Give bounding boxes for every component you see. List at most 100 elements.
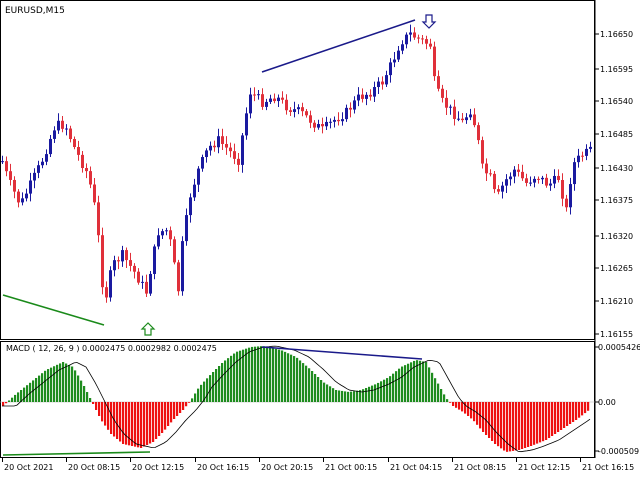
candle	[513, 166, 516, 184]
candle	[421, 34, 424, 45]
candle	[329, 118, 332, 129]
macd-bullish-divergence-line	[2, 451, 151, 456]
macd-bar	[563, 402, 566, 428]
candle	[481, 136, 484, 169]
macd-bar	[428, 367, 431, 402]
price-axis-label: 1.16155	[600, 330, 633, 339]
time-axis-label: 21 Oct 00:15	[325, 463, 377, 472]
candle	[549, 178, 552, 191]
macd-bar	[587, 402, 590, 411]
macd-bar	[263, 346, 266, 402]
macd-bar	[434, 378, 437, 402]
macd-bar	[332, 388, 335, 402]
candle	[557, 169, 560, 183]
candle	[457, 111, 460, 122]
macd-bar	[158, 402, 161, 436]
candle	[29, 172, 32, 202]
candle	[85, 163, 88, 179]
macd-bar	[50, 367, 53, 402]
candle	[581, 151, 584, 162]
candle	[477, 122, 480, 145]
macd-bar	[161, 402, 164, 433]
candle	[9, 163, 12, 186]
macd-bar	[110, 402, 113, 434]
macd-axis-label: 0.0005426	[598, 343, 640, 352]
sell-signal-arrow-icon[interactable]	[421, 14, 437, 29]
candle	[405, 32, 408, 49]
buy-signal-arrow-icon[interactable]	[140, 322, 156, 336]
macd-bar	[5, 402, 8, 404]
macd-bar	[488, 402, 491, 438]
candle	[393, 51, 396, 68]
macd-bar	[23, 387, 26, 402]
macd-bar	[17, 392, 20, 402]
macd-bar	[581, 402, 584, 416]
candle	[65, 124, 68, 136]
macd-bar	[311, 371, 314, 402]
candle	[377, 77, 380, 94]
macd-bar	[530, 402, 533, 446]
candle	[533, 176, 536, 188]
macd-bar	[350, 391, 353, 402]
macd-bar	[536, 402, 539, 444]
candle	[297, 104, 300, 115]
macd-bar	[347, 391, 350, 402]
candle	[565, 194, 568, 212]
candle	[521, 164, 524, 181]
candle	[381, 76, 384, 90]
candle	[273, 93, 276, 104]
macd-bar	[11, 397, 14, 402]
candle	[577, 148, 580, 168]
candle	[145, 274, 148, 297]
macd-bar	[230, 355, 233, 402]
macd-bar	[62, 362, 65, 402]
macd-bar	[461, 402, 464, 412]
candle	[185, 208, 188, 246]
macd-bar	[485, 402, 488, 435]
macd-bar	[512, 402, 515, 451]
macd-bar	[170, 402, 173, 423]
macd-bar	[308, 368, 311, 402]
candle	[245, 107, 248, 140]
macd-bar	[233, 353, 236, 402]
macd-bar	[8, 400, 11, 402]
macd-bar	[182, 402, 185, 410]
time-axis-label: 20 Oct 2021	[4, 463, 53, 472]
macd-bar	[578, 402, 581, 418]
macd-signal-line	[2, 345, 591, 453]
macd-bar	[353, 391, 356, 402]
macd-bar	[572, 402, 575, 422]
macd-bar	[401, 366, 404, 402]
candle	[165, 227, 168, 236]
candle	[225, 136, 228, 155]
macd-bar	[383, 379, 386, 402]
macd-bar	[314, 374, 317, 402]
macd-bar	[473, 402, 476, 422]
macd-label: MACD ( 12, 26, 9 ) 0.0002475 0.0002982 0…	[6, 344, 217, 353]
chart-title: EURUSD,M15	[5, 6, 65, 16]
candle	[81, 150, 84, 173]
macd-axis-label: 0.00	[598, 398, 616, 407]
macd-bar	[149, 402, 152, 444]
candlestick-series[interactable]	[1, 24, 592, 303]
macd-bar	[20, 390, 23, 402]
macd-bar	[464, 402, 467, 414]
macd-bar	[218, 366, 221, 402]
macd-bar	[329, 386, 332, 402]
macd-axis-label: -0.000509	[598, 447, 639, 456]
candle	[25, 188, 28, 202]
candle	[221, 128, 224, 151]
macd-bar	[419, 360, 422, 402]
candle	[157, 228, 160, 250]
candle	[37, 160, 40, 179]
candle	[237, 153, 240, 172]
macd-bar	[29, 382, 32, 402]
macd-bar	[293, 356, 296, 402]
candle	[453, 99, 456, 126]
macd-bar	[122, 402, 125, 444]
candle	[385, 70, 388, 87]
macd-bar	[452, 402, 455, 406]
candle	[205, 148, 208, 163]
macd-bar	[521, 402, 524, 449]
